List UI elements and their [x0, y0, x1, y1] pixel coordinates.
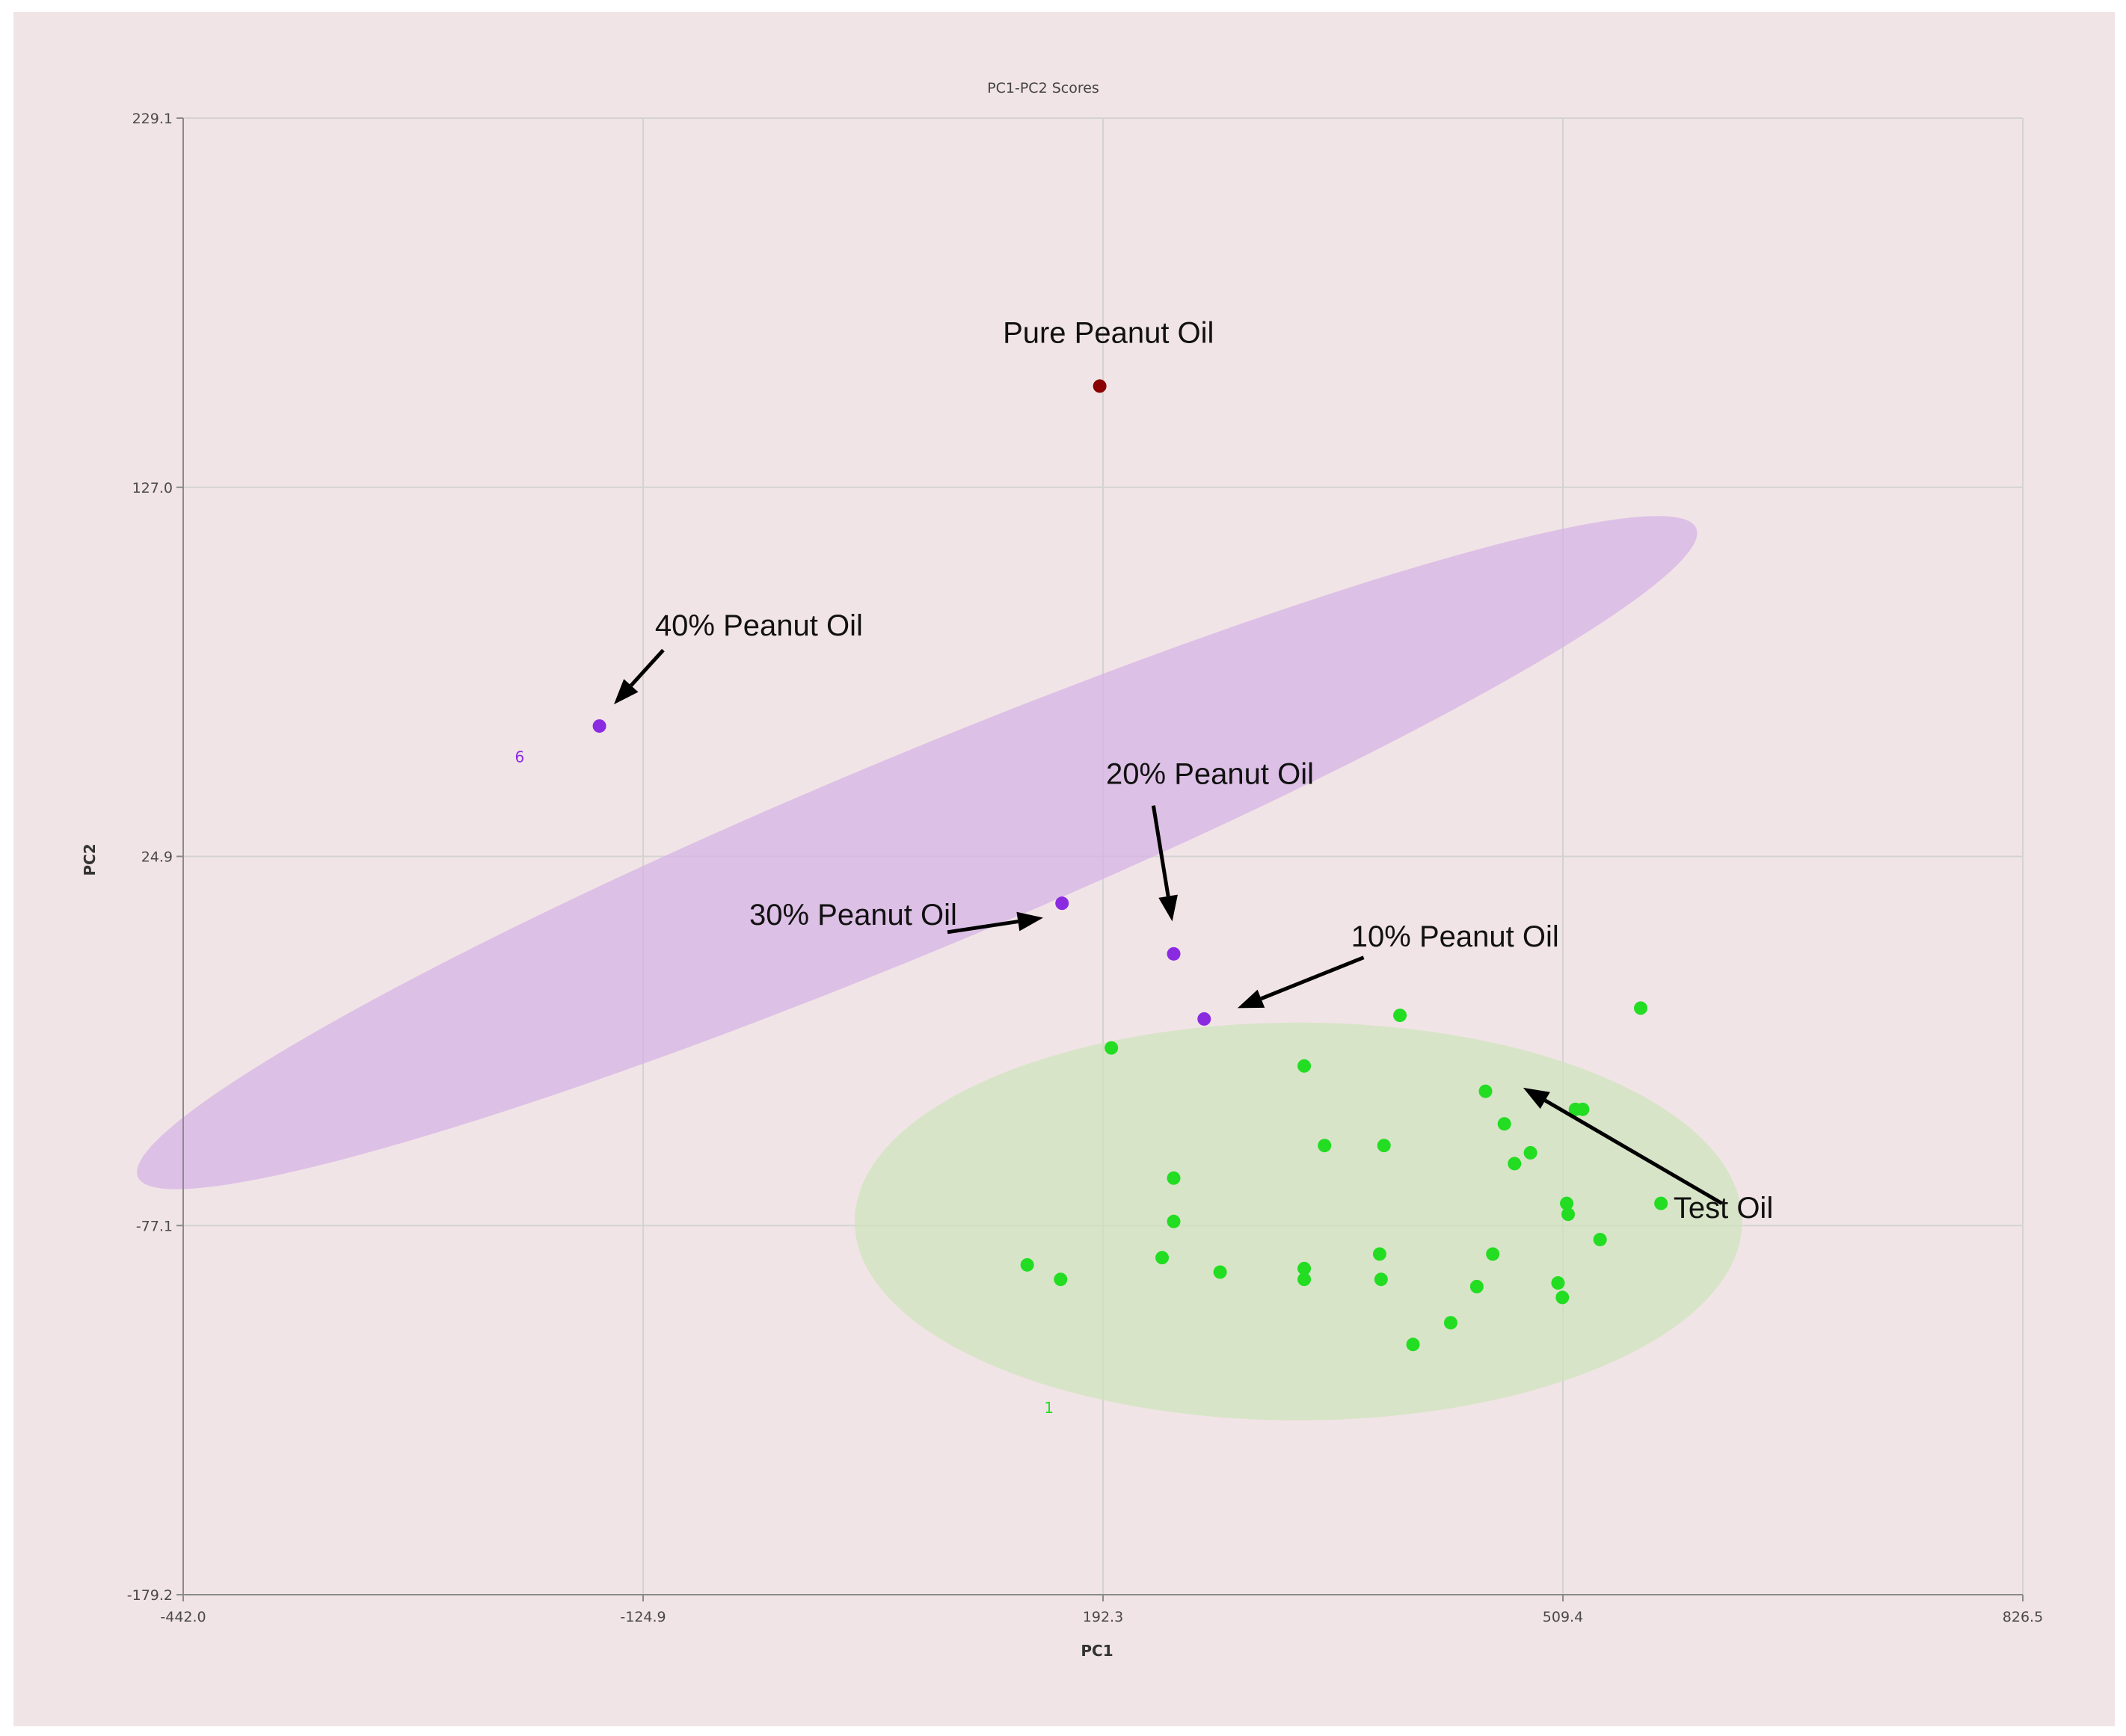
y-tick-label: -179.2 — [127, 1587, 173, 1604]
data-point — [1555, 1290, 1570, 1305]
data-point — [1377, 1139, 1391, 1153]
confidence-ellipses — [137, 516, 1742, 1420]
annotation-label: Test Oil — [1674, 1192, 1773, 1225]
x-tick-label: -124.9 — [620, 1609, 666, 1625]
x-tick-label: 509.4 — [1543, 1609, 1583, 1625]
annotation-arrow-line — [1544, 1098, 1723, 1205]
data-point — [1297, 1272, 1312, 1287]
annotation-arrow-head — [1016, 911, 1044, 932]
data-point — [1093, 379, 1107, 393]
data-point — [1508, 1157, 1522, 1171]
annotation-label: 30% Peanut Oil — [749, 899, 957, 932]
point-label: 1 — [1044, 1399, 1054, 1417]
y-tick-label: 24.9 — [141, 849, 173, 866]
y-axis-title: PC2 — [81, 843, 99, 875]
annotation-label: 10% Peanut Oil — [1351, 920, 1559, 953]
data-point — [1560, 1196, 1574, 1210]
x-tick-label: 826.5 — [2003, 1609, 2043, 1625]
point-labels: 61 — [515, 748, 1054, 1417]
data-point — [1406, 1338, 1420, 1352]
data-points — [592, 379, 1668, 1352]
data-point — [1561, 1207, 1576, 1222]
data-point — [1593, 1232, 1607, 1246]
y-tick-label: 127.0 — [132, 480, 173, 496]
point-label: 6 — [515, 748, 525, 766]
data-point — [1055, 896, 1069, 911]
data-point — [592, 719, 606, 733]
data-point — [1633, 1001, 1647, 1015]
data-point — [1576, 1102, 1590, 1116]
data-point — [1497, 1117, 1511, 1131]
data-point — [1523, 1145, 1537, 1160]
data-point — [1167, 1214, 1181, 1228]
data-point — [1374, 1272, 1388, 1287]
chart-title: PC1-PC2 Scores — [987, 80, 1099, 96]
annotation-arrow-head — [1237, 989, 1265, 1009]
annotation-arrow-head — [613, 679, 639, 705]
y-tick-label: 229.1 — [132, 111, 173, 127]
data-point — [1318, 1139, 1332, 1153]
data-point — [1213, 1265, 1227, 1279]
y-tick-label: -77.1 — [136, 1218, 173, 1234]
annotation-arrow-head — [1523, 1087, 1550, 1109]
data-point — [1167, 1171, 1181, 1185]
annotation-label: 40% Peanut Oil — [655, 609, 863, 642]
annotation-label: Pure Peanut Oil — [1003, 316, 1214, 349]
annotation-arrow-line — [1260, 955, 1365, 1001]
data-point — [1478, 1084, 1493, 1098]
data-point — [1197, 1012, 1211, 1026]
annotation-arrow-head — [1158, 894, 1178, 922]
data-point — [1105, 1041, 1119, 1055]
data-point — [1020, 1258, 1034, 1272]
data-point — [1443, 1316, 1457, 1330]
x-axis-title: PC1 — [1081, 1642, 1113, 1660]
data-point — [1167, 947, 1181, 961]
data-point — [1054, 1272, 1068, 1287]
data-point — [1654, 1196, 1668, 1210]
axes: -442.0 -124.9 192.3 509.4 826.5 229.1 127.0 24.… — [127, 111, 2043, 1625]
annotation-arrow-line — [947, 920, 1019, 935]
confidence-ellipse — [137, 516, 1698, 1189]
annotation-arrow-line — [629, 648, 665, 687]
annotation-arrow-line — [1151, 805, 1170, 897]
confidence-ellipse — [854, 1022, 1742, 1420]
x-tick-label: -442.0 — [160, 1609, 206, 1625]
data-point — [1486, 1247, 1500, 1261]
data-point — [1297, 1059, 1312, 1073]
data-point — [1551, 1276, 1565, 1290]
data-point — [1393, 1009, 1407, 1023]
x-tick-label: 192.3 — [1083, 1609, 1123, 1625]
data-point — [1155, 1251, 1170, 1265]
annotation-label: 20% Peanut Oil — [1106, 758, 1314, 791]
data-point — [1297, 1261, 1312, 1275]
data-point — [1469, 1279, 1484, 1293]
annotations: Pure Peanut Oil 40% Peanut Oil 20% Peanut … — [613, 316, 1773, 1225]
data-point — [1372, 1247, 1386, 1261]
